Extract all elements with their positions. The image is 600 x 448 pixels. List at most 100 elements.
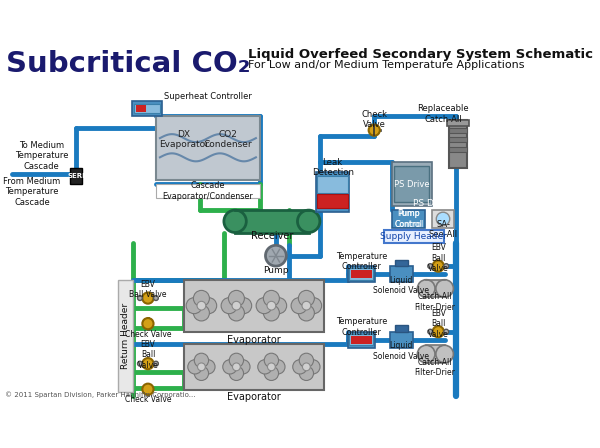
Text: Pump
Control: Pump Control [394, 209, 423, 228]
Circle shape [263, 290, 280, 306]
Bar [426, 280, 445, 297]
Circle shape [197, 302, 206, 310]
Circle shape [444, 329, 449, 334]
Bar [317, 194, 348, 208]
Circle shape [305, 297, 322, 314]
Text: EBV
Ball
Valve: EBV Ball Valve [137, 340, 158, 370]
Text: To Medium
Temperature
Cascade: To Medium Temperature Cascade [15, 141, 68, 171]
Text: Replaceable
Catch-All: Replaceable Catch-All [417, 104, 469, 124]
Circle shape [264, 366, 278, 380]
Bar [156, 116, 260, 180]
Text: From Medium
Temperature
Cascade: From Medium Temperature Cascade [4, 177, 61, 207]
Circle shape [154, 296, 158, 301]
Text: © 2011 Spartan Division, Parker Hannifin Corporatio...: © 2011 Spartan Division, Parker Hannifin… [5, 392, 195, 398]
Text: Evaporator: Evaporator [227, 335, 280, 345]
Circle shape [265, 246, 286, 266]
Bar [432, 210, 454, 228]
Bar [449, 147, 467, 152]
Bar [317, 176, 348, 194]
Circle shape [428, 329, 433, 334]
Bar [395, 325, 408, 332]
Circle shape [201, 360, 215, 374]
Text: EBV
Ball
Valve: EBV Ball Valve [428, 309, 449, 339]
Circle shape [188, 360, 202, 374]
Text: Supply Header: Supply Header [380, 232, 447, 241]
Circle shape [233, 363, 240, 371]
Circle shape [194, 366, 209, 380]
Bar [136, 105, 146, 112]
Circle shape [299, 353, 314, 367]
Circle shape [418, 280, 435, 297]
Circle shape [193, 305, 209, 321]
Bar [235, 210, 308, 233]
Circle shape [433, 326, 444, 337]
Bar [348, 266, 375, 282]
Bar [390, 332, 413, 348]
Text: PS Drive: PS Drive [413, 199, 451, 208]
Bar [316, 172, 349, 212]
Bar [156, 184, 260, 198]
Text: Subcritical CO₂: Subcritical CO₂ [7, 50, 251, 78]
Circle shape [436, 212, 450, 226]
Bar [351, 270, 372, 278]
Text: Pump
Control: Pump Control [395, 209, 422, 228]
Circle shape [271, 360, 285, 374]
Circle shape [142, 318, 154, 329]
Text: DX
Evaporator: DX Evaporator [159, 130, 209, 150]
Circle shape [291, 297, 307, 314]
Text: Catch-All
Filter-Drier: Catch-All Filter-Drier [415, 358, 455, 377]
Circle shape [137, 361, 142, 366]
Text: Receiver: Receiver [251, 231, 293, 241]
Text: Check Valve: Check Valve [125, 395, 171, 404]
Circle shape [302, 302, 311, 310]
Text: EBV
Ball
Valve: EBV Ball Valve [428, 243, 449, 273]
Circle shape [418, 345, 435, 363]
Circle shape [223, 360, 237, 374]
Circle shape [200, 297, 217, 314]
Text: Liquid
Solenoid Valve: Liquid Solenoid Valve [373, 341, 430, 361]
Circle shape [444, 264, 449, 268]
Circle shape [268, 363, 275, 371]
Bar [394, 166, 430, 202]
Circle shape [229, 366, 244, 380]
Text: EBV
Ball Valve: EBV Ball Valve [129, 280, 167, 299]
Bar [118, 280, 133, 392]
Bar [351, 336, 372, 344]
Bar [449, 128, 467, 133]
Circle shape [306, 360, 320, 374]
Circle shape [433, 260, 444, 271]
Text: Check Valve: Check Valve [125, 330, 171, 339]
Bar [390, 266, 413, 282]
Text: Check
Valve: Check Valve [361, 110, 387, 129]
Circle shape [271, 297, 287, 314]
Bar [349, 334, 373, 345]
Text: Liquid
Solenoid Valve: Liquid Solenoid Valve [373, 276, 430, 295]
Circle shape [193, 290, 209, 306]
Text: SA-
See-All: SA- See-All [428, 220, 458, 239]
Circle shape [267, 302, 276, 310]
Text: SERI: SERI [67, 173, 85, 179]
Circle shape [264, 353, 278, 367]
Text: Return Header: Return Header [121, 302, 130, 369]
Circle shape [186, 297, 202, 314]
Circle shape [302, 363, 310, 371]
Bar [134, 104, 160, 113]
Bar [426, 345, 445, 363]
Bar [392, 162, 432, 206]
Circle shape [142, 383, 154, 395]
Circle shape [221, 297, 237, 314]
Circle shape [142, 358, 154, 369]
Ellipse shape [298, 210, 320, 233]
Circle shape [256, 297, 272, 314]
Circle shape [258, 360, 272, 374]
Circle shape [236, 297, 251, 314]
Bar [70, 168, 82, 184]
Circle shape [137, 296, 142, 301]
Circle shape [293, 360, 307, 374]
Circle shape [142, 293, 154, 304]
Bar [395, 260, 408, 266]
Circle shape [368, 125, 380, 136]
Text: Superheat Controller: Superheat Controller [164, 92, 252, 101]
Bar [348, 332, 375, 348]
Bar [349, 268, 373, 280]
